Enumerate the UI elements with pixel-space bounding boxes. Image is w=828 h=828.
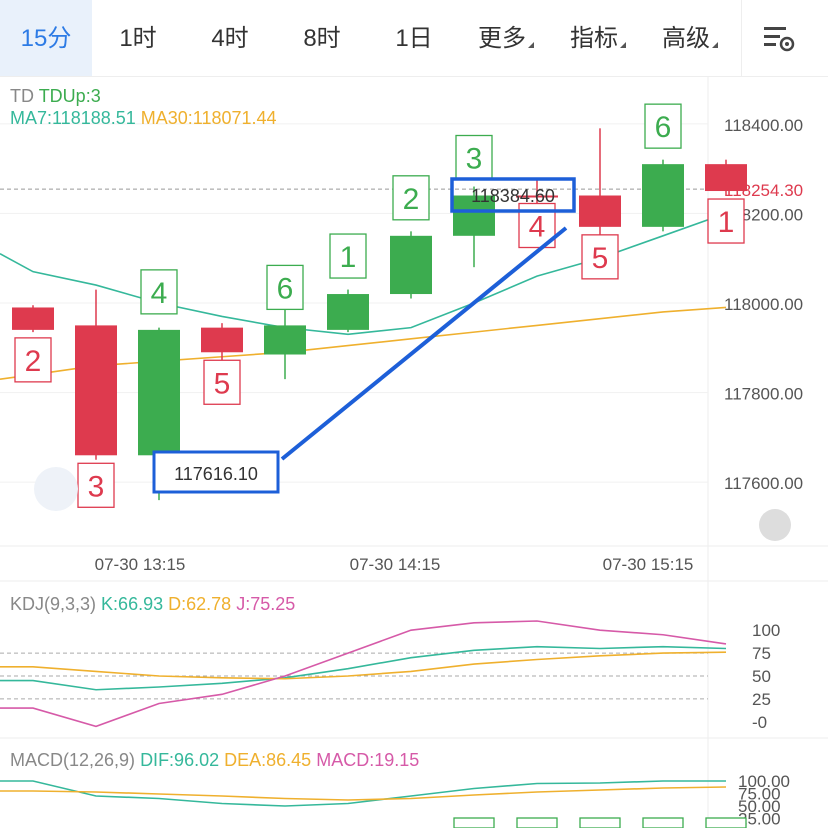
td-count-box <box>644 103 682 149</box>
collapse-button <box>759 509 791 541</box>
kdj-y-tick: 25 <box>752 690 771 709</box>
candle-body <box>138 329 180 456</box>
y-tick-label: 117600.00 <box>724 474 803 493</box>
td-count-label: 3 <box>466 143 483 176</box>
tab-0[interactable]: 15分 <box>0 0 92 76</box>
tab-label: 更多 <box>478 25 526 52</box>
td-count-label: 3 <box>88 470 105 503</box>
tab-label: 指标 <box>570 25 618 52</box>
annotation-low-label: 117616.10 <box>174 464 258 484</box>
td-count-box <box>329 233 367 279</box>
td-count-box <box>392 175 430 221</box>
candle-body <box>264 325 306 355</box>
x-tick-label: 07-30 15:15 <box>603 555 694 574</box>
kdj-indicator-label: KDJ(9,3,3) K:66.93 D:62.78 J:75.25 <box>10 594 296 614</box>
td-count-box <box>707 198 745 244</box>
timeframe-tabs: 15分 1时 4时 8时 1日 更多 指标 高级 <box>0 0 828 77</box>
y-tick-label: 117800.00 <box>724 385 803 404</box>
tab-label: 8时 <box>303 25 341 52</box>
td-count-box <box>266 264 304 311</box>
td-count-label: 1 <box>340 241 357 274</box>
macd-histogram-bar <box>516 817 558 828</box>
macd-indicator-label: MACD(12,26,9) DIF:96.02 DEA:86.45 MACD:1… <box>10 750 420 770</box>
td-count-label: 5 <box>592 242 609 275</box>
tab-label: 4时 <box>211 25 249 52</box>
macd-histogram-bar <box>705 817 747 828</box>
td-count-label: 4 <box>151 277 168 310</box>
tab-label: 1日 <box>395 25 433 52</box>
kdj-y-tick: 100 <box>752 621 780 640</box>
annotation-low-box <box>152 450 280 494</box>
candle-body <box>327 294 369 330</box>
macd-y-tick: 100.00 <box>738 772 790 791</box>
td-count-label: 6 <box>277 272 294 305</box>
macd-y-tick: 75.00 <box>738 785 781 804</box>
td-count-box <box>581 234 619 280</box>
kdj-y-tick: -0 <box>752 713 767 732</box>
kdj-j-line <box>0 620 727 728</box>
dropdown-caret-icon <box>712 42 718 48</box>
td-indicator-label: TD TDUp:3 <box>10 86 101 106</box>
tab-label: 高级 <box>662 25 710 52</box>
macd-histogram-bar <box>453 817 495 828</box>
settings-button[interactable] <box>741 0 828 76</box>
dropdown-caret-icon <box>620 42 626 48</box>
y-tick-label: 118000.00 <box>724 295 803 314</box>
macd-dea-line <box>0 786 727 801</box>
tab-5[interactable]: 更多 <box>460 0 552 76</box>
zoom-button <box>34 467 78 511</box>
tab-label: 15分 <box>20 25 72 52</box>
candle-body <box>12 307 54 330</box>
kdj-d-line <box>0 651 727 680</box>
td-count-box <box>77 462 115 508</box>
x-tick-label: 07-30 14:15 <box>350 555 441 574</box>
dropdown-caret-icon <box>528 42 534 48</box>
td-count-label: 1 <box>718 206 735 239</box>
macd-histogram-bar <box>579 817 621 828</box>
tab-label: 1时 <box>119 25 157 52</box>
tab-6[interactable]: 指标 <box>552 0 644 76</box>
candle-body <box>390 235 432 295</box>
td-count-box <box>203 359 241 405</box>
candle-body <box>642 164 684 227</box>
td-count-label: 2 <box>403 183 420 216</box>
td-count-box <box>14 337 52 383</box>
x-tick-label: 07-30 13:15 <box>95 555 186 574</box>
tab-3[interactable]: 8时 <box>276 0 368 76</box>
candle-body <box>201 327 243 353</box>
td-count-label: 5 <box>214 367 231 400</box>
macd-dif-line <box>0 780 726 807</box>
candle-body <box>516 195 558 198</box>
candle-body <box>453 195 495 236</box>
annotation-trend-line <box>280 226 568 461</box>
chart-settings-icon <box>764 27 795 52</box>
kdj-k-line <box>0 645 727 691</box>
td-count-label: 6 <box>655 111 672 144</box>
tab-2[interactable]: 4时 <box>184 0 276 76</box>
candle-body <box>705 164 747 192</box>
tab-1[interactable]: 1时 <box>92 0 184 76</box>
kdj-y-tick: 50 <box>752 667 771 686</box>
tab-4[interactable]: 1日 <box>368 0 460 76</box>
td-count-box <box>140 269 178 315</box>
macd-y-tick: 50.00 <box>738 797 781 816</box>
tab-7[interactable]: 高级 <box>644 0 736 76</box>
macd-histogram-bar <box>642 817 684 828</box>
chart-area[interactable]: 118400.00118200.00118000.00117800.001176… <box>0 76 828 828</box>
annotation-high-label: 118384.60 <box>471 186 555 206</box>
ma-indicator-label: MA7:118188.51 MA30:118071.44 <box>10 108 277 128</box>
td-count-label: 2 <box>25 345 42 378</box>
annotation-high-box <box>450 177 576 213</box>
candle-body <box>75 325 117 456</box>
candle-body <box>579 195 621 227</box>
td-count-label: 4 <box>529 211 546 244</box>
kdj-y-tick: 75 <box>752 644 771 663</box>
macd-y-tick: 25.00 <box>738 810 781 828</box>
y-tick-label: 118400.00 <box>724 116 803 135</box>
